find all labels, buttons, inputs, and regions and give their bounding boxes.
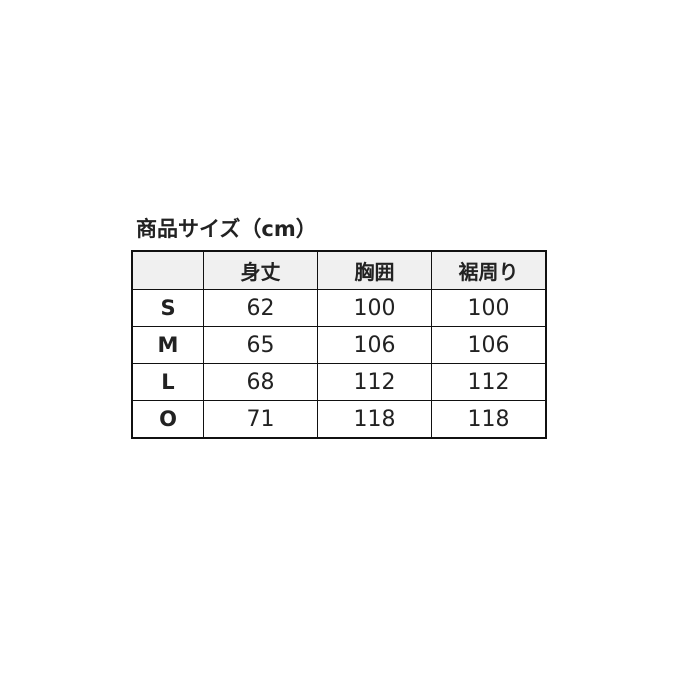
table-cell: 71 xyxy=(203,400,318,439)
size-label: S xyxy=(131,289,204,327)
page-title: 商品サイズ（cm） xyxy=(136,217,317,241)
table-cell: 118 xyxy=(431,400,547,439)
table-cell: 100 xyxy=(317,289,432,327)
table-header-row: 身丈 胸囲 裾周り xyxy=(131,250,547,290)
table-row: L 68 112 112 xyxy=(131,363,547,401)
table-row: S 62 100 100 xyxy=(131,289,547,327)
table-cell: 118 xyxy=(317,400,432,439)
table-cell: 106 xyxy=(317,326,432,364)
table-cell: 112 xyxy=(317,363,432,401)
header-cell-chest: 胸囲 xyxy=(317,250,432,290)
size-label: O xyxy=(131,400,204,439)
table-cell: 100 xyxy=(431,289,547,327)
header-cell-length: 身丈 xyxy=(203,250,318,290)
table-row: O 71 118 118 xyxy=(131,400,547,439)
header-cell-hem: 裾周り xyxy=(431,250,547,290)
size-table: 身丈 胸囲 裾周り S 62 100 100 M 65 106 106 L 68… xyxy=(131,250,547,439)
header-cell-empty xyxy=(131,250,204,290)
size-label: M xyxy=(131,326,204,364)
table-cell: 106 xyxy=(431,326,547,364)
table-cell: 65 xyxy=(203,326,318,364)
table-cell: 68 xyxy=(203,363,318,401)
table-cell: 62 xyxy=(203,289,318,327)
table-cell: 112 xyxy=(431,363,547,401)
size-label: L xyxy=(131,363,204,401)
table-row: M 65 106 106 xyxy=(131,326,547,364)
